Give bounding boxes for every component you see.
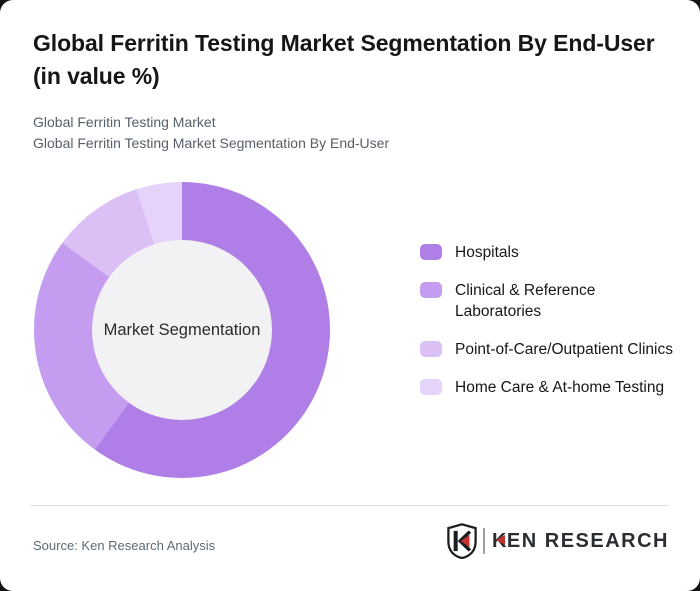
chart-subtitle: Global Ferritin Testing Market Global Fe… (33, 112, 389, 154)
legend-label: Home Care & At-home Testing (455, 379, 665, 396)
legend-item: Point-of-Care/Outpatient Clinics (420, 339, 682, 360)
footer-divider (30, 505, 670, 506)
legend-item: Clinical & Reference Laboratories (420, 280, 682, 322)
legend-label: Clinical & Reference Laboratories (455, 282, 596, 320)
donut-center: Market Segmentation (92, 240, 272, 420)
legend-swatch (420, 341, 442, 357)
donut-center-label: Market Segmentation (103, 320, 261, 339)
red-triangle-icon (495, 535, 505, 545)
legend-swatch (420, 379, 442, 395)
donut-chart: Market Segmentation (34, 182, 330, 478)
legend-label: Hospitals (455, 244, 519, 261)
subtitle-line-1: Global Ferritin Testing Market (33, 114, 216, 130)
brand-wordmark: KEN RESEARCH (492, 530, 669, 553)
logo-divider (482, 528, 485, 554)
legend-swatch (420, 282, 442, 298)
chart-title: Global Ferritin Testing Market Segmentat… (33, 30, 655, 89)
brand-logo: KEN RESEARCH (447, 522, 669, 560)
ken-research-shield-icon (447, 523, 477, 559)
wordmark-rest: EN RESEARCH (506, 529, 669, 552)
legend-item: Home Care & At-home Testing (420, 377, 682, 398)
legend-label: Point-of-Care/Outpatient Clinics (455, 341, 673, 358)
legend-swatch (420, 244, 442, 260)
source-text: Source: Ken Research Analysis (33, 538, 216, 553)
legend-item: Hospitals (420, 242, 682, 263)
subtitle-line-2: Global Ferritin Testing Market Segmentat… (33, 135, 390, 151)
legend: Hospitals Clinical & Reference Laboratori… (420, 242, 682, 398)
